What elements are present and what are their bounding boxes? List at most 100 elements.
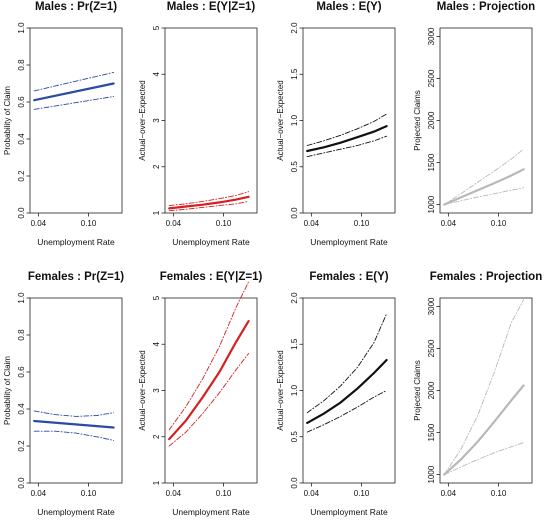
series-line-lower [306,135,388,158]
panel-7: Females : E(Y) 0.0 0.5 1.0 1.5 2.0 0.04 0.10 Une… [276,271,396,517]
x-tick-label: 0.04 [31,489,47,498]
series-line-lower [443,187,525,206]
panel-6: Females : E(Y|Z=1) 1 2 3 4 5 0.04 0.10 Unemploym… [138,271,262,517]
panel-title: Females : E(Y) [309,271,388,283]
series-line-lower [306,390,388,433]
series-line-estimate [33,419,115,429]
x-tick-label: 0.04 [166,489,182,498]
series-line-estimate [443,168,525,206]
x-tick-label: 0.04 [166,219,182,228]
y-tick-label: 2 [152,164,161,169]
x-tick-label: 0.04 [441,489,457,498]
series-line-upper [168,281,250,431]
y-tick-label: 4 [152,71,161,76]
series-line-upper [306,313,388,414]
y-axis-label: Projected Claims [413,360,422,420]
panel-3: Males : E(Y) 0.0 0.5 1.0 1.5 2.0 0.04 0.10 Unemp… [276,1,396,247]
x-tick-label: 0.04 [304,219,320,228]
y-tick-label: 1.5 [290,68,299,80]
series-line-lower [33,430,115,441]
y-tick-label: 1.0 [290,114,299,126]
y-tick-label: 1.0 [290,384,299,396]
x-axis-label: Unemployment Rate [37,237,115,247]
x-tick-label: 0.10 [216,489,232,498]
series-line-upper [33,71,115,92]
y-tick-label: 5 [152,295,161,300]
panel-title: Males : Projection [437,1,535,13]
x-tick-label: 0.04 [31,219,47,228]
series-line-estimate [33,82,115,102]
plot-frame [29,27,123,214]
plot-frame [439,27,533,214]
y-tick-label: 2500 [427,69,436,87]
y-tick-label: 3 [152,388,161,393]
y-tick-label: 2000 [427,111,436,129]
y-axis-label: Probability of Claim [3,356,12,425]
series-line-upper [443,299,525,476]
y-tick-label: 1.0 [17,292,26,304]
x-axis-label: Unemployment Rate [310,507,388,517]
panel-4: Males : Projection 1000 1500 2000 2500 3000 0.… [413,1,535,228]
y-tick-label: 1.0 [17,22,26,34]
y-axis-label: Actual−over−Expected [138,80,147,161]
x-axis-label: Unemployment Rate [172,237,250,247]
y-tick-label: 0.4 [17,133,26,145]
y-tick-label: 0.5 [290,431,299,443]
y-tick-label: 1.5 [290,338,299,350]
plot-frame [164,27,258,214]
panel-title: Males : E(Y) [316,1,381,13]
series-line-lower [168,200,250,212]
x-tick-label: 0.10 [216,219,232,228]
plot-frame [164,297,258,484]
series-line-upper [443,148,525,206]
series-line-estimate [306,358,388,424]
y-tick-label: 2.0 [290,292,299,304]
panel-title: Females : E(Y|Z=1) [160,271,263,283]
y-tick-label: 0.5 [290,161,299,173]
y-tick-label: 3 [152,118,161,123]
y-tick-label: 1 [152,480,161,485]
y-tick-label: 1500 [427,153,436,171]
x-tick-label: 0.04 [304,489,320,498]
x-tick-label: 0.10 [491,219,507,228]
y-tick-label: 2000 [427,381,436,399]
panel-title: Males : E(Y|Z=1) [167,1,256,13]
x-tick-label: 0.10 [354,489,370,498]
panel-8: Females : Projection 1000 1500 2000 2500 3000… [413,271,542,498]
y-axis-label: Projected Claims [413,90,422,150]
y-axis-label: Probability of Claim [3,86,12,155]
series-line-upper [168,191,250,207]
series-line-upper [306,113,388,146]
y-tick-label: 1500 [427,423,436,441]
x-tick-label: 0.10 [354,219,370,228]
x-tick-label: 0.10 [81,489,97,498]
x-tick-label: 0.10 [81,219,97,228]
y-tick-label: 0.0 [17,477,26,489]
panel-2: Males : E(Y|Z=1) 1 2 3 4 5 0.04 0.10 Unemploymen… [138,1,258,247]
y-axis-label: Actual−over−Expected [276,350,285,431]
series-line-upper [33,410,115,417]
panel-1: Males : Pr(Z=1) 0.0 0.2 0.4 0.6 0.8 1.0 0.04 0.1… [3,1,123,247]
plot-frame [302,27,396,214]
panel-title: Females : Projection [430,271,542,283]
panel-title: Females : Pr(Z=1) [28,271,124,283]
plot-frame [29,297,123,484]
y-tick-label: 3000 [427,27,436,45]
series-line-estimate [168,320,250,441]
x-axis-label: Unemployment Rate [37,507,115,517]
y-tick-label: 2 [152,434,161,439]
y-tick-label: 0.0 [290,207,299,219]
series-line-lower [168,353,250,447]
y-tick-label: 3000 [427,297,436,315]
series-line-lower [33,96,115,110]
y-tick-label: 1000 [427,195,436,213]
plot-frame [302,297,396,484]
y-tick-label: 0.2 [17,170,26,182]
y-tick-label: 4 [152,341,161,346]
y-axis-label: Actual−over−Expected [138,350,147,431]
series-line-estimate [168,195,250,210]
y-axis-label: Actual−over−Expected [276,80,285,161]
y-tick-label: 1000 [427,465,436,483]
y-tick-label: 0.0 [17,207,26,219]
y-tick-label: 2.0 [290,22,299,34]
